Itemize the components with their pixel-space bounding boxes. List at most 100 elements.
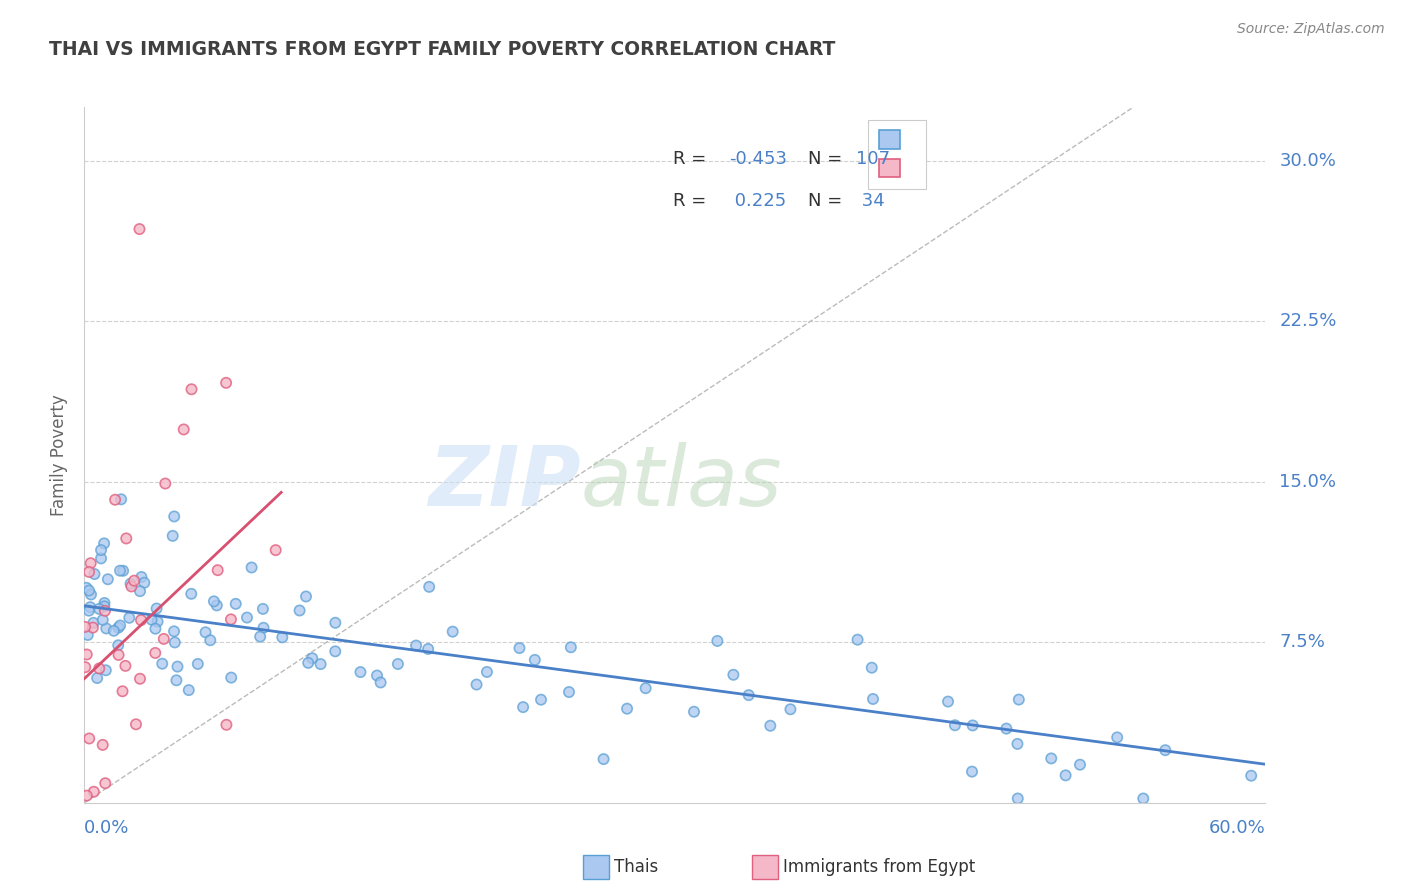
Point [1007, 791, 1029, 805]
Point [779, 702, 801, 716]
Point [91, 613, 114, 627]
Text: 30.0%: 30.0% [1279, 152, 1336, 169]
Point [264, 543, 287, 558]
Point [90, 551, 112, 566]
Point [387, 657, 409, 671]
Point [1008, 692, 1031, 706]
Point [82, 615, 104, 630]
Point [405, 639, 427, 653]
Point [943, 718, 966, 732]
Point [107, 621, 129, 635]
Point [77, 604, 100, 618]
Point [846, 632, 869, 647]
Text: N =: N = [808, 192, 848, 210]
Point [301, 651, 323, 665]
Text: 0.225: 0.225 [730, 192, 786, 210]
Point [215, 718, 238, 732]
Text: Immigrants from Egypt: Immigrants from Egypt [783, 858, 976, 876]
Point [162, 529, 184, 543]
Point [146, 615, 169, 629]
Point [207, 563, 229, 577]
Text: 34: 34 [856, 192, 884, 210]
Point [118, 611, 141, 625]
Point [75, 620, 97, 634]
Text: atlas: atlas [581, 442, 782, 524]
Point [240, 560, 263, 574]
Point [180, 587, 202, 601]
Point [152, 632, 174, 646]
Point [83, 567, 105, 582]
Point [93, 599, 115, 614]
Text: 0.0%: 0.0% [84, 820, 129, 838]
Point [512, 700, 534, 714]
Point [86, 671, 108, 685]
Point [187, 657, 209, 671]
Legend: , : , [868, 120, 925, 189]
Point [523, 653, 546, 667]
Point [962, 718, 984, 732]
Point [475, 665, 498, 679]
Text: ZIP: ZIP [427, 442, 581, 524]
Point [108, 564, 131, 578]
Point [79, 556, 101, 570]
Point [103, 624, 125, 638]
Point [252, 621, 274, 635]
Point [508, 641, 530, 656]
Text: N =: N = [808, 150, 848, 169]
Point [370, 675, 392, 690]
Point [860, 661, 883, 675]
Point [1054, 768, 1077, 782]
Point [94, 663, 117, 677]
Point [309, 657, 332, 672]
Point [634, 681, 657, 696]
Point [1107, 731, 1129, 745]
Point [91, 738, 114, 752]
Point [75, 581, 97, 595]
Point [465, 677, 488, 691]
Point [150, 657, 173, 671]
Text: 15.0%: 15.0% [1279, 473, 1336, 491]
Point [441, 624, 464, 639]
Point [93, 536, 115, 550]
Point [416, 642, 439, 657]
Point [89, 602, 111, 616]
Point [995, 722, 1018, 736]
Point [366, 668, 388, 682]
Point [200, 633, 222, 648]
Point [128, 222, 150, 236]
Point [219, 612, 242, 626]
Point [111, 684, 134, 698]
Point [77, 731, 100, 746]
Point [1007, 737, 1029, 751]
Point [202, 594, 225, 608]
Point [1240, 769, 1263, 783]
Point [418, 580, 440, 594]
Text: R =: R = [672, 150, 711, 169]
Point [960, 764, 983, 779]
Point [194, 625, 217, 640]
Point [862, 692, 884, 706]
Point [104, 492, 127, 507]
Point [76, 628, 98, 642]
Point [110, 492, 132, 507]
Point [76, 789, 98, 803]
Point [177, 683, 200, 698]
Point [94, 776, 117, 790]
Point [129, 613, 152, 627]
Point [94, 604, 117, 618]
Point [143, 646, 166, 660]
Point [215, 376, 238, 390]
Point [249, 630, 271, 644]
Point [122, 574, 145, 588]
Point [1040, 751, 1063, 765]
Point [163, 624, 186, 639]
Point [145, 601, 167, 615]
Point [349, 665, 371, 679]
Point [112, 564, 135, 578]
Point [288, 603, 311, 617]
Point [76, 648, 98, 662]
Point [80, 587, 103, 601]
Point [1069, 757, 1091, 772]
Point [163, 509, 186, 524]
Point [706, 634, 728, 648]
